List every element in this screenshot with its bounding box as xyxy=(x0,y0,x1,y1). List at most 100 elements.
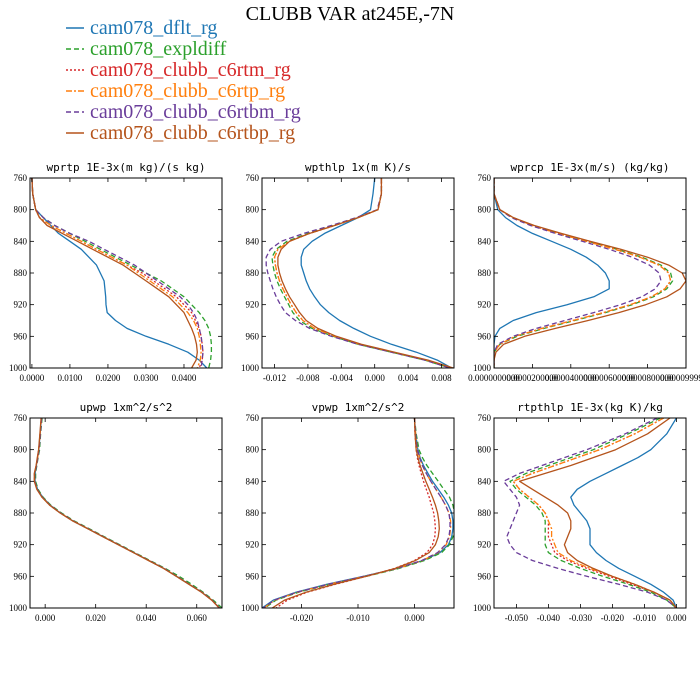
series-group xyxy=(494,178,686,368)
y-tick-label: 840 xyxy=(246,236,260,246)
y-tick-label: 800 xyxy=(14,205,28,215)
legend-label: cam078_clubb_c6rtbm_rg xyxy=(90,101,301,123)
x-tick-label: 0.0000 xyxy=(20,373,45,383)
plot-frame xyxy=(261,417,455,609)
series-line xyxy=(509,418,677,608)
y-tick-label: 840 xyxy=(14,476,28,486)
x-tick-label: -0.040 xyxy=(537,613,561,623)
series-group xyxy=(262,418,454,608)
panel-title: wprcp 1E-3x(m/s) (kg/kg) xyxy=(511,161,670,174)
legend-label: cam078_clubb_c6rtbp_rg xyxy=(90,122,295,144)
series-line xyxy=(273,178,452,368)
y-tick-label: 1000 xyxy=(241,363,260,373)
y-tick-label: 800 xyxy=(14,445,28,455)
legend-label: cam078_dflt_rg xyxy=(90,17,217,39)
x-tick-label: 0.0000200000 xyxy=(507,373,559,383)
y-tick-label: 760 xyxy=(14,413,28,423)
x-tick-label: 0.0300 xyxy=(134,373,159,383)
chart-panel: upwp 1xm^2/s^2 760 800 840 880 920 960 1000 0.00… xyxy=(9,401,223,623)
x-tick-label: 0.000 xyxy=(365,373,386,383)
x-tick-label: -0.020 xyxy=(290,613,314,623)
series-line xyxy=(494,178,662,368)
series-group xyxy=(265,178,454,368)
series-line xyxy=(271,178,450,368)
x-tick-label: -0.004 xyxy=(330,373,354,383)
legend-label: cam078_expldiff xyxy=(90,38,227,60)
y-tick-label: 840 xyxy=(478,236,492,246)
chart-panel: wprcp 1E-3x(m/s) (kg/kg) 760 800 840 880 920 9… xyxy=(468,161,700,383)
panel-title: vpwp 1xm^2/s^2 xyxy=(312,401,405,414)
y-tick-label: 800 xyxy=(246,205,260,215)
y-tick-label: 920 xyxy=(14,300,28,310)
series-line xyxy=(494,178,674,368)
x-tick-label: -0.010 xyxy=(633,613,657,623)
series-line xyxy=(277,178,454,368)
y-tick-label: 880 xyxy=(246,508,260,518)
x-tick-label: 0.0400 xyxy=(172,373,197,383)
y-tick-label: 800 xyxy=(478,205,492,215)
y-tick-label: 840 xyxy=(246,476,260,486)
y-tick-label: 760 xyxy=(478,413,492,423)
series-line xyxy=(31,178,202,368)
legend-item: cam078_clubb_c6rtm_rg xyxy=(66,59,291,81)
y-tick-label: 960 xyxy=(14,331,28,341)
plot-frame xyxy=(29,417,223,609)
y-tick-label: 1000 xyxy=(473,363,492,373)
x-tick-label: -0.008 xyxy=(296,373,320,383)
figure-title: CLUBB VAR at245E,-7N xyxy=(246,3,455,25)
legend-item: cam078_dflt_rg xyxy=(66,17,217,39)
y-tick-label: 800 xyxy=(478,445,492,455)
x-tick-label: 0.000 xyxy=(35,613,56,623)
legend-item: cam078_clubb_c6rtbp_rg xyxy=(66,122,295,144)
x-tick-label: 0.0000600000 xyxy=(583,373,635,383)
series-group xyxy=(31,178,213,368)
y-tick-label: 880 xyxy=(478,268,492,278)
y-tick-label: 760 xyxy=(14,173,28,183)
chart-panel: vpwp 1xm^2/s^2 760 800 840 880 920 960 1000 -0.0… xyxy=(241,401,455,623)
y-tick-label: 880 xyxy=(14,508,28,518)
x-tick-label: -0.030 xyxy=(569,613,593,623)
series-line xyxy=(273,178,452,368)
plot-frame xyxy=(493,417,687,609)
y-tick-label: 1000 xyxy=(473,603,492,613)
x-tick-label: -0.010 xyxy=(346,613,370,623)
y-tick-label: 840 xyxy=(14,236,28,246)
series-line xyxy=(518,418,677,608)
y-tick-label: 1000 xyxy=(9,603,28,613)
x-tick-label: 0.020 xyxy=(86,613,107,623)
series-line xyxy=(33,418,220,608)
y-tick-label: 880 xyxy=(14,268,28,278)
series-line xyxy=(264,418,454,608)
y-tick-label: 880 xyxy=(246,268,260,278)
x-tick-label: -0.012 xyxy=(263,373,286,383)
series-line xyxy=(34,418,222,608)
y-tick-label: 1000 xyxy=(241,603,260,613)
x-tick-label: 0.004 xyxy=(398,373,419,383)
series-line xyxy=(271,418,440,608)
series-line xyxy=(570,418,678,608)
legend-item: cam078_clubb_c6rtp_rg xyxy=(66,80,285,102)
y-tick-label: 960 xyxy=(478,571,492,581)
series-line xyxy=(31,178,204,368)
plot-frame xyxy=(29,177,223,369)
series-line xyxy=(494,178,610,368)
panel-title: upwp 1xm^2/s^2 xyxy=(80,401,173,414)
y-tick-label: 920 xyxy=(246,300,260,310)
plot-frame xyxy=(493,177,687,369)
series-group xyxy=(502,418,678,608)
legend-label: cam078_clubb_c6rtp_rg xyxy=(90,80,285,102)
series-line xyxy=(502,418,677,608)
x-tick-label: 0.000 xyxy=(404,613,425,623)
chart-panel: rtpthlp 1E-3x(kg K)/kg 760 800 840 880 920 960… xyxy=(473,401,687,623)
y-tick-label: 760 xyxy=(478,173,492,183)
panel-title: rtpthlp 1E-3x(kg K)/kg xyxy=(517,401,663,414)
series-line xyxy=(275,418,437,608)
panel-title: wprtp 1E-3x(m kg)/(s kg) xyxy=(47,161,206,174)
y-tick-label: 920 xyxy=(478,300,492,310)
x-tick-label: 0.000 xyxy=(666,613,687,623)
y-tick-label: 760 xyxy=(246,413,260,423)
legend-label: cam078_clubb_c6rtm_rg xyxy=(90,59,291,81)
x-tick-label: -0.020 xyxy=(601,613,625,623)
series-line xyxy=(300,178,452,368)
